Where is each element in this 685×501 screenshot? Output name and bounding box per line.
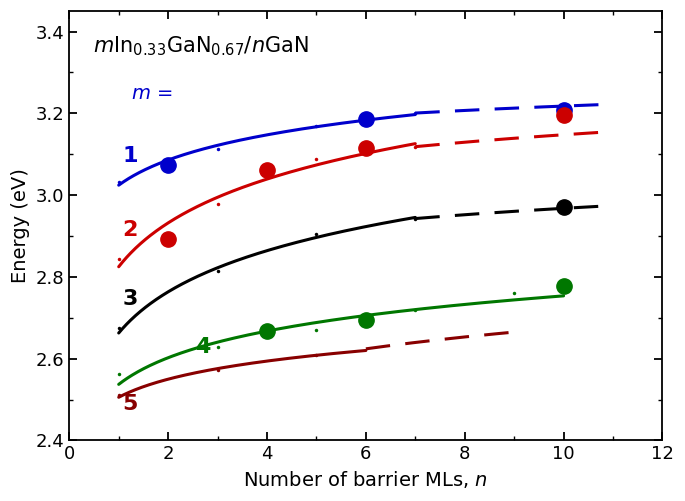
- Text: 2: 2: [123, 220, 138, 240]
- Text: $\mathit{m}\mathrm{In}_{0.33}\mathrm{GaN}_{0.67}/\mathit{n}\mathrm{GaN}$: $\mathit{m}\mathrm{In}_{0.33}\mathrm{GaN…: [93, 34, 309, 58]
- Text: 1: 1: [123, 146, 138, 166]
- X-axis label: Number of barrier MLs, $n$: Number of barrier MLs, $n$: [243, 469, 488, 490]
- Text: 4: 4: [195, 337, 211, 357]
- Y-axis label: Energy (eV): Energy (eV): [11, 168, 30, 283]
- Text: 5: 5: [123, 394, 138, 414]
- Text: 3: 3: [123, 290, 138, 310]
- Text: $m$ =: $m$ =: [131, 84, 173, 103]
